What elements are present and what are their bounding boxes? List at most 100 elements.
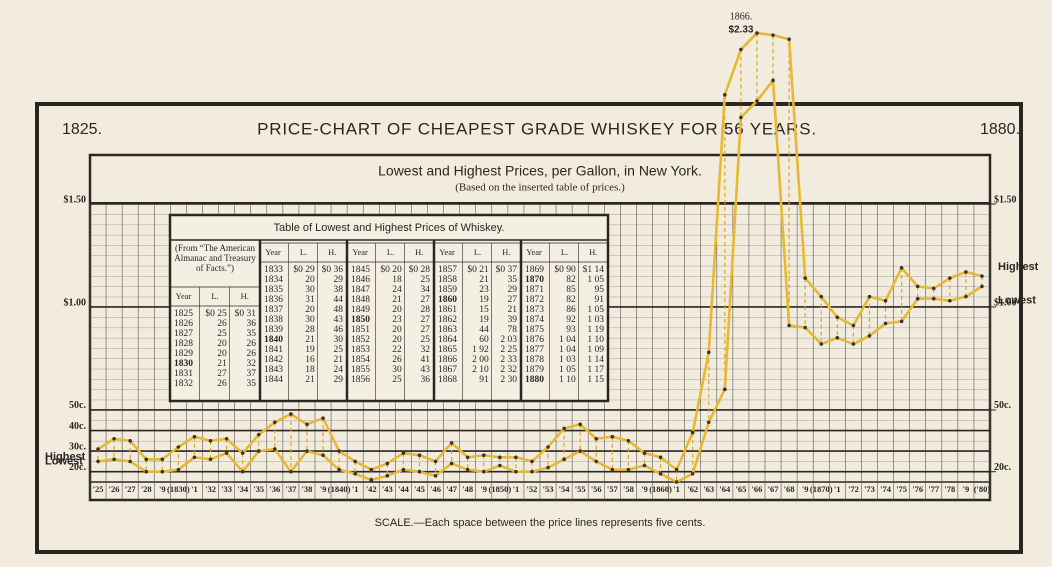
table-cell: 1 17 <box>587 365 604 375</box>
outer-frame <box>35 102 1023 554</box>
table-cell: 38 <box>334 285 344 295</box>
data-point <box>433 474 438 478</box>
y-tick-label: 40c. <box>69 421 86 432</box>
table-cell: 1878 <box>525 355 544 365</box>
table-cell: 35 <box>247 379 257 389</box>
table-cell: 2 10 <box>472 365 489 375</box>
table-cell: 24 <box>334 365 344 375</box>
data-point <box>449 461 454 466</box>
data-point <box>369 478 374 482</box>
table-cell: 60 <box>479 335 489 345</box>
table-cell: 1836 <box>264 295 283 305</box>
data-point <box>690 471 695 476</box>
table-cell: 1854 <box>351 355 370 365</box>
data-point <box>578 449 582 453</box>
data-point <box>594 436 599 441</box>
table-cell: 25 <box>334 345 344 355</box>
x-tick-label: '56 <box>591 484 602 494</box>
table-header: Year <box>439 247 455 257</box>
data-point <box>112 457 116 462</box>
table-cell: 1853 <box>351 345 370 355</box>
annotation: $2.33 <box>728 25 753 36</box>
data-point <box>128 459 132 464</box>
table-cell: 1 92 <box>472 345 489 355</box>
table-cell: 41 <box>421 355 431 365</box>
data-point <box>369 467 374 472</box>
table-cell: $0 90 <box>554 264 576 275</box>
x-tick-label: ('80) <box>974 484 991 494</box>
price-table: Table of Lowest and Highest Prices of Wh… <box>168 213 610 403</box>
table-header: Year <box>265 247 281 257</box>
table-cell: 28 <box>421 305 431 315</box>
x-tick-label: '65 <box>735 484 746 494</box>
data-point <box>417 469 422 474</box>
table-cell: $0 31 <box>235 308 257 319</box>
table-cell: 1869 <box>525 265 544 275</box>
table-cell: 1850 <box>351 315 370 325</box>
table-cell: 1 10 <box>587 335 604 345</box>
table-cell: 85 <box>566 285 576 295</box>
data-point <box>819 342 824 346</box>
table-cell: 1 04 <box>559 335 576 345</box>
subtitle-note: (Based on the inserted table of prices.) <box>455 182 625 194</box>
data-point <box>514 469 518 474</box>
x-tick-label: '66 <box>752 484 763 494</box>
x-tick-label: '53 <box>543 484 554 494</box>
table-cell: 27 <box>217 369 227 379</box>
table-cell: 1835 <box>264 285 283 295</box>
x-tick-label: '9 <box>802 484 809 494</box>
data-point <box>224 451 229 455</box>
data-point <box>803 325 807 330</box>
y-tick-label: 20c. <box>69 462 86 473</box>
table-cell: 21 <box>392 295 402 305</box>
table-source: (From “The American Almanac and Treasury… <box>174 243 256 273</box>
data-point <box>899 266 904 270</box>
table-cell: 24 <box>392 285 402 295</box>
data-point <box>192 455 197 460</box>
y-tick-label: 30c. <box>69 441 86 452</box>
data-point <box>289 412 293 416</box>
x-tick-label: '25 <box>93 484 104 494</box>
x-tick-label: '54 <box>559 484 571 494</box>
table-cell: 43 <box>421 365 431 375</box>
table-cell: 1868 <box>438 375 457 385</box>
table-source-box: (From “The American Almanac and Treasury… <box>174 243 256 273</box>
data-point <box>899 319 904 324</box>
data-point <box>867 294 872 299</box>
data-point <box>433 459 438 464</box>
table-cell: 44 <box>479 325 489 335</box>
data-point <box>835 336 840 340</box>
table-cell: 82 <box>566 295 576 305</box>
table-cell: 2 03 <box>500 335 517 345</box>
x-tick-label: '73 <box>864 484 875 494</box>
table-cell: 19 <box>479 315 489 325</box>
table-cell: 34 <box>421 285 431 295</box>
table-cell: 1847 <box>351 285 370 295</box>
table-cell: 21 <box>217 359 227 369</box>
x-tick-label: '26 <box>109 484 120 494</box>
table-cell: 91 <box>479 375 489 385</box>
table-cell: 1873 <box>525 305 544 315</box>
table-cell: $0 36 <box>322 264 344 275</box>
x-tick-label: (1860) <box>649 484 672 494</box>
data-point <box>835 315 840 320</box>
chart-title: PRICE-CHART OF CHEAPEST GRADE WHISKEY FO… <box>257 119 817 138</box>
data-point <box>256 432 261 437</box>
data-point <box>980 274 984 278</box>
data-point <box>851 323 856 328</box>
table-cell: 16 <box>305 355 315 365</box>
table-cell: 1858 <box>438 275 457 285</box>
table-cell: 20 <box>305 305 315 315</box>
data-point <box>706 420 711 425</box>
x-tick-label: '75 <box>896 484 907 494</box>
data-point <box>337 467 341 472</box>
x-tick-label: '28 <box>141 484 152 494</box>
x-tick-label: '46 <box>430 484 441 494</box>
table-cell: 1871 <box>525 285 544 295</box>
data-point <box>385 474 390 478</box>
table-cell: 92 <box>566 315 576 325</box>
table-cell: 39 <box>508 315 518 325</box>
table-cell: 1875 <box>525 325 544 335</box>
table-cell: 25 <box>217 329 227 339</box>
x-tick-label: '9 <box>641 484 648 494</box>
